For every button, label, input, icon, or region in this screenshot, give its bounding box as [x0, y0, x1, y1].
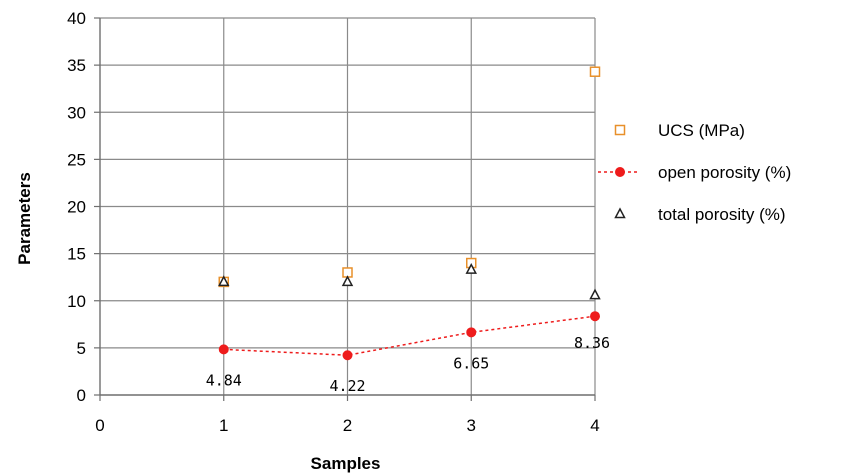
legend-label: UCS (MPa)	[658, 121, 745, 140]
data-label: 4.84	[206, 371, 242, 389]
x-tick-label: 4	[590, 416, 599, 435]
y-tick-label: 15	[67, 245, 86, 264]
y-tick-label: 35	[67, 56, 86, 75]
legend-entry: UCS (MPa)	[614, 121, 745, 140]
y-tick-label: 0	[77, 386, 86, 405]
legend: UCS (MPa) open porosity (%) total porosity…	[598, 121, 791, 224]
legend-entry: total porosity (%)	[614, 205, 786, 224]
data-point	[590, 311, 600, 322]
x-axis-title: Samples	[311, 454, 381, 473]
y-tick-label: 40	[67, 9, 86, 28]
y-tick-label: 20	[67, 198, 86, 217]
legend-marker	[614, 207, 626, 219]
data-point	[342, 350, 353, 361]
plot-area	[218, 66, 601, 361]
axes	[94, 17, 596, 401]
x-tick-label: 1	[219, 416, 228, 435]
series-1	[218, 311, 600, 361]
series-line	[223, 315, 596, 356]
data-point	[218, 344, 229, 355]
data-label: 8.36	[574, 334, 610, 352]
series-2	[218, 263, 601, 300]
data-point	[466, 327, 477, 338]
x-tick-label: 3	[467, 416, 476, 435]
y-tick-label: 10	[67, 292, 86, 311]
data-labels: 4.84 4.22 6.65 8.36	[206, 334, 610, 395]
legend-marker	[614, 124, 626, 136]
data-point	[218, 275, 230, 287]
legend-label: total porosity (%)	[658, 205, 786, 224]
legend-marker	[615, 167, 625, 177]
legend-label: open porosity (%)	[658, 163, 791, 182]
data-point	[465, 263, 477, 274]
x-tick-label: 2	[343, 416, 352, 435]
gridlines	[100, 17, 596, 395]
data-point	[589, 66, 601, 77]
data-label: 6.65	[453, 354, 489, 372]
data-point	[589, 288, 601, 300]
y-tick-label: 30	[67, 103, 86, 122]
y-tick-label: 5	[77, 339, 86, 358]
y-axis-title: Parameters	[15, 172, 34, 265]
data-point	[341, 275, 354, 287]
x-tick-label: 0	[95, 416, 104, 435]
y-tick-label: 25	[67, 150, 86, 169]
legend-entry: open porosity (%)	[598, 163, 791, 182]
data-label: 4.22	[329, 377, 365, 395]
tick-labels: 0 5 10 15 20 25 30 35 40 0 1 2 3 4	[67, 9, 600, 435]
